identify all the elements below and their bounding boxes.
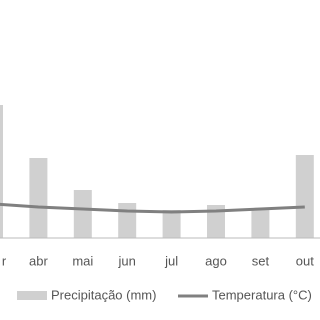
x-tick-label: out	[296, 253, 314, 268]
line	[0, 202, 305, 214]
legend-label: Precipitação (mm)	[51, 287, 156, 302]
legend-label: Temperatura (°C)	[212, 287, 312, 302]
x-tick-label: abr	[29, 253, 48, 268]
x-tick-label: jun	[118, 253, 136, 268]
x-tick-label: jul	[164, 253, 178, 268]
x-tick-label: set	[252, 253, 270, 268]
x-tick-label: r	[2, 253, 7, 268]
bar	[251, 210, 270, 238]
legend-swatch	[17, 291, 47, 300]
bar	[73, 190, 92, 238]
bar	[29, 158, 48, 238]
x-tick-label: mai	[72, 253, 93, 268]
bar	[207, 205, 225, 238]
bar	[118, 203, 137, 238]
bar	[0, 105, 3, 238]
bar	[295, 155, 314, 238]
bar	[162, 210, 181, 238]
x-tick-label: ago	[205, 253, 227, 268]
